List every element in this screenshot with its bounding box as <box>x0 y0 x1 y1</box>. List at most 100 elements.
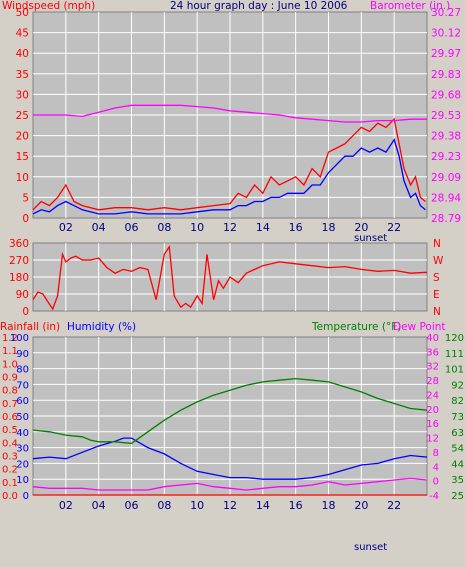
x-tick-label-bottom: 12 <box>223 499 237 512</box>
fahrenheit-tick-label: 82 <box>451 396 464 407</box>
wind-direction-series <box>32 244 428 311</box>
fahrenheit-tick-label: 25 <box>451 491 464 502</box>
celsius-tick-label: 36 <box>426 347 439 358</box>
windspeed-tick-label: 30 <box>16 89 29 101</box>
x-tick-label-bottom: 18 <box>322 499 336 512</box>
compass-label: N <box>433 238 441 250</box>
windspeed-axis-label: Windspeed (mph) <box>2 0 95 12</box>
humidity-tick-label: 70 <box>16 380 29 391</box>
axis-tick-labels: 0510152025303540455028.7928.9429.0929.23… <box>2 7 464 512</box>
celsius-tick-label: 20 <box>426 405 439 416</box>
barometer-tick-label: 29.09 <box>431 172 461 184</box>
x-tick-label-top: 16 <box>289 221 303 234</box>
x-tick-label-bottom: 22 <box>387 499 401 512</box>
celsius-tick-label: 24 <box>426 390 439 401</box>
humidity-tick-label: 10 <box>16 475 29 486</box>
blue-series-line <box>32 138 426 215</box>
humidity-tick-label: 20 <box>16 459 29 470</box>
barometer-tick-label: 29.53 <box>431 110 461 122</box>
barometer-tick-label: 29.97 <box>431 48 461 60</box>
fahrenheit-tick-label: 111 <box>445 349 464 360</box>
celsius-tick-label: -4 <box>429 491 439 502</box>
temp-humidity-grid <box>33 337 427 495</box>
x-tick-label-bottom: 04 <box>92 499 106 512</box>
blue-series-line <box>32 437 428 480</box>
fahrenheit-tick-label: 35 <box>451 475 464 486</box>
fahrenheit-tick-label: 54 <box>451 444 464 455</box>
wind-direction-grid <box>33 243 427 311</box>
direction-tick-label: 270 <box>9 255 29 267</box>
rain-tick-label: 0.9 <box>2 373 18 384</box>
x-tick-label-bottom: 06 <box>125 499 139 512</box>
humidity-tick-label: 100 <box>10 333 29 344</box>
barometer-tick-label: 29.38 <box>431 131 461 143</box>
celsius-tick-label: 16 <box>426 419 439 430</box>
barometer-tick-label: 29.83 <box>431 69 461 81</box>
rain-tick-label: 1.1 <box>2 346 18 357</box>
rain-tick-label: 0.7 <box>2 399 18 410</box>
humidity-tick-label: 80 <box>16 365 29 376</box>
x-tick-label-top: 22 <box>387 221 401 234</box>
sunset-annotation-top: sunset <box>354 233 387 244</box>
windspeed-tick-label: 0 <box>22 213 29 225</box>
green-series-line <box>32 377 428 445</box>
x-tick-label-bottom: 16 <box>289 499 303 512</box>
rain-tick-label: 0.5 <box>2 425 18 436</box>
compass-label: S <box>433 272 440 284</box>
windspeed-tick-label: 40 <box>16 48 29 60</box>
windspeed-tick-label: 10 <box>16 172 29 184</box>
windspeed-tick-label: 50 <box>16 7 29 19</box>
rain-tick-label: 0.4 <box>2 438 18 449</box>
wind-baro-series <box>32 104 427 215</box>
humidity-tick-label: 50 <box>16 412 29 423</box>
compass-label: N <box>433 306 441 318</box>
windspeed-tick-label: 45 <box>16 28 29 40</box>
barometer-tick-label: 30.12 <box>431 28 461 40</box>
x-tick-label-top: 10 <box>190 221 204 234</box>
fahrenheit-tick-label: 101 <box>445 365 464 376</box>
x-tick-label-top: 12 <box>223 221 237 234</box>
dewpoint-axis-label: Dew Point <box>393 321 446 333</box>
celsius-tick-label: 4 <box>433 462 439 473</box>
sunset-annotation-bottom: sunset <box>354 542 387 553</box>
fahrenheit-tick-label: 120 <box>445 333 464 344</box>
direction-tick-label: 180 <box>9 272 29 284</box>
x-tick-label-bottom: 02 <box>59 499 73 512</box>
x-tick-label-top: 14 <box>256 221 270 234</box>
fahrenheit-tick-label: 73 <box>451 412 464 423</box>
x-tick-label-top: 08 <box>157 221 171 234</box>
direction-tick-label: 90 <box>16 289 29 301</box>
rain-tick-label: 0.1 <box>2 478 18 489</box>
rain-tick-label: 0.0 <box>2 491 18 502</box>
humidity-tick-label: 90 <box>16 349 29 360</box>
x-tick-label-top: 18 <box>322 221 336 234</box>
celsius-tick-label: 28 <box>426 376 439 387</box>
humidity-axis-label: Humidity (%) <box>67 321 136 333</box>
rainfall-axis-label: Rainfall (in) <box>0 321 60 333</box>
celsius-tick-label: 32 <box>426 362 439 373</box>
x-tick-label-top: 02 <box>59 221 73 234</box>
rain-tick-label: 0.3 <box>2 452 18 463</box>
windspeed-tick-label: 25 <box>16 110 29 122</box>
fahrenheit-tick-label: 92 <box>451 380 464 391</box>
rain-tick-label: 1.0 <box>2 359 18 370</box>
humidity-tick-label: 30 <box>16 444 29 455</box>
humidity-tick-label: 40 <box>16 428 29 439</box>
magenta-series-line <box>32 477 428 491</box>
temp-humidity-series <box>32 377 428 496</box>
celsius-tick-label: 40 <box>426 333 439 344</box>
x-tick-label-bottom: 14 <box>256 499 270 512</box>
celsius-tick-label: 12 <box>426 434 439 445</box>
direction-tick-label: 0 <box>22 306 29 318</box>
rain-tick-label: 0.2 <box>2 465 18 476</box>
barometer-axis-label: Barometer (in.) <box>370 0 450 12</box>
rain-tick-label: 1.2 <box>2 333 18 344</box>
direction-tick-label: 360 <box>9 238 29 250</box>
windspeed-tick-label: 20 <box>16 131 29 143</box>
rain-tick-label: 0.8 <box>2 386 18 397</box>
red-series-line <box>32 117 426 211</box>
windspeed-tick-label: 5 <box>22 192 29 204</box>
barometer-tick-label: 28.79 <box>431 213 461 225</box>
